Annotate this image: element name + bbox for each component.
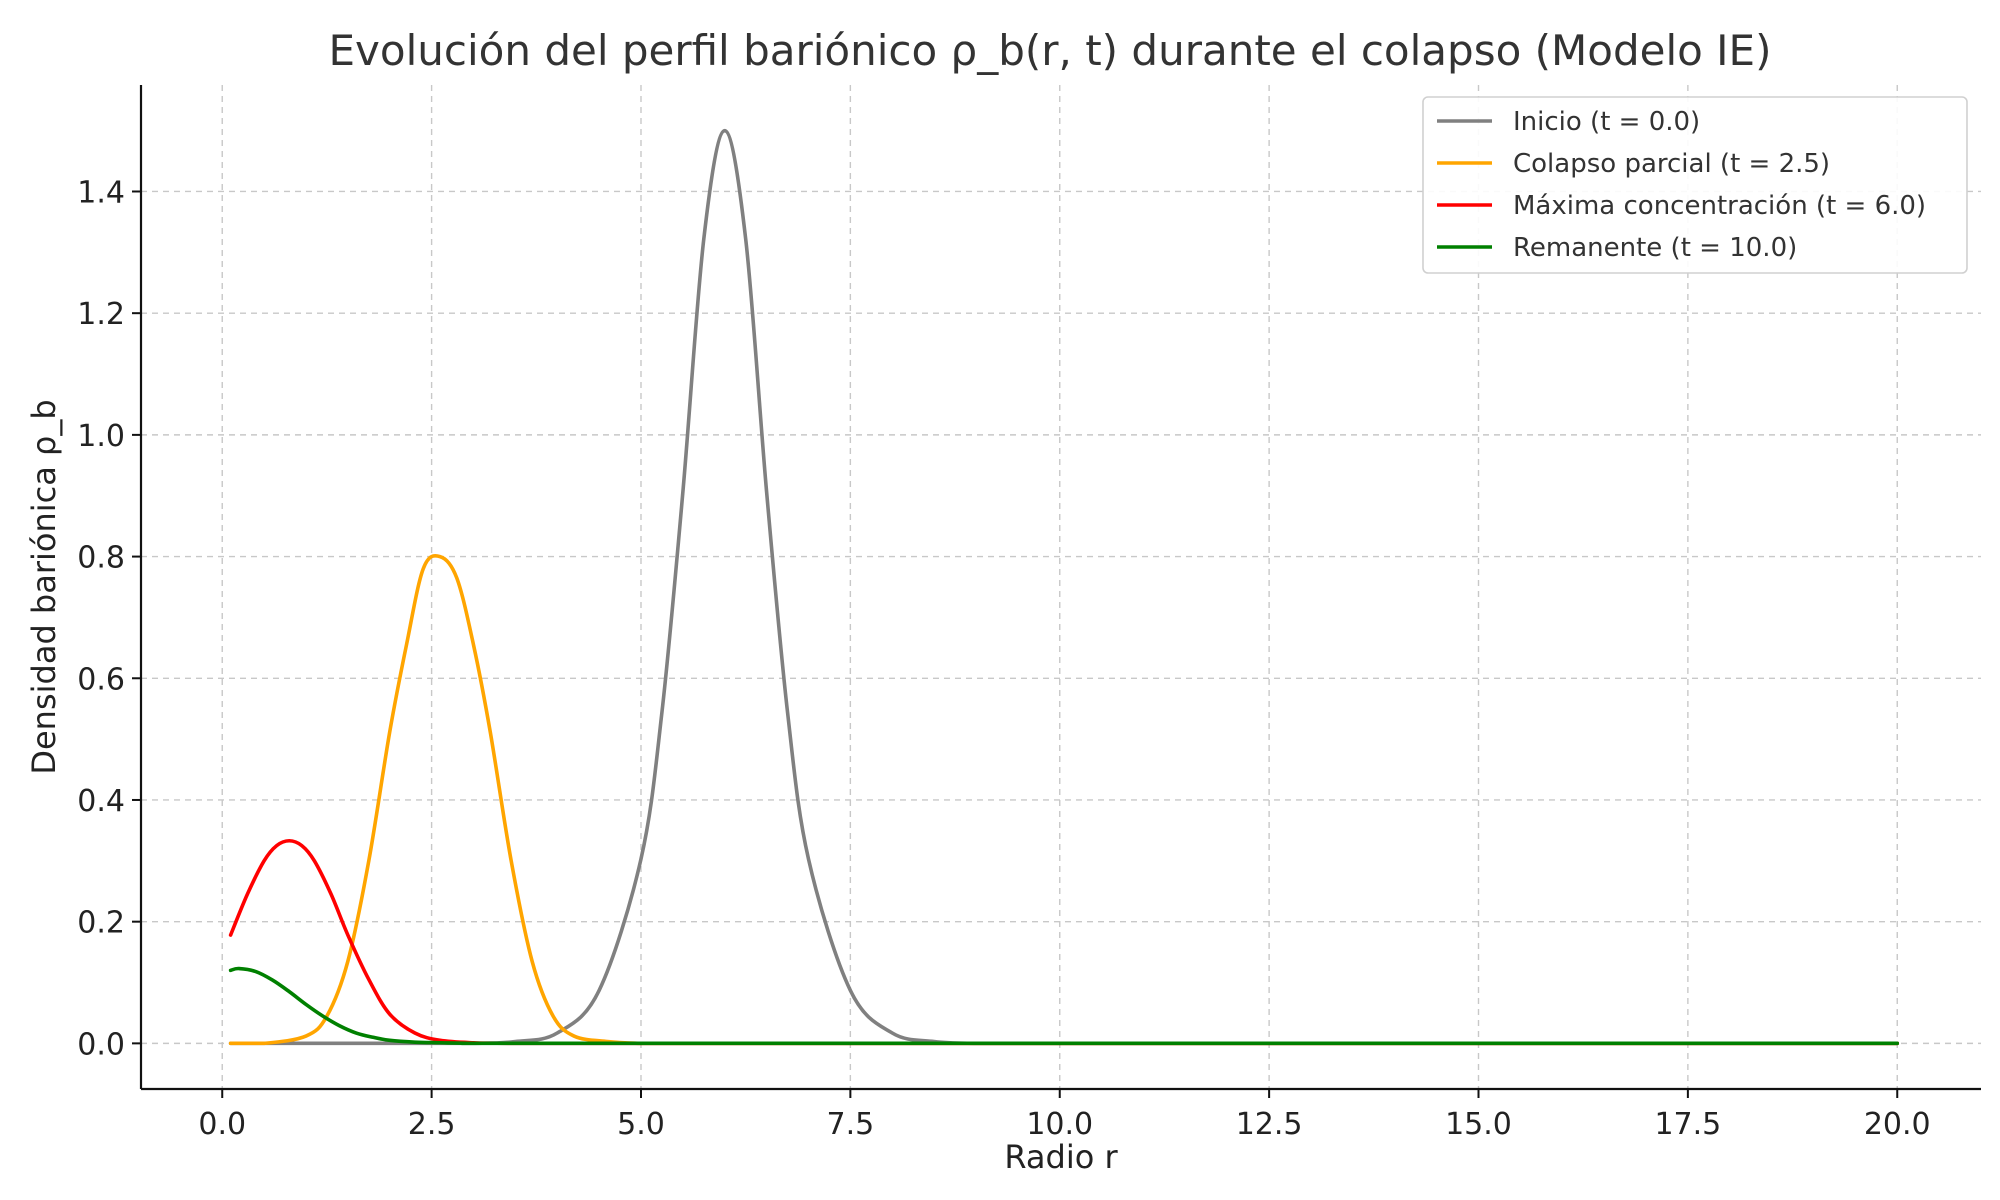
series-line-2 (228, 838, 1900, 1046)
series-lines (228, 128, 1900, 1046)
y-tick-label: 0.4 (77, 784, 125, 819)
x-tick-label: 12.5 (1236, 1107, 1303, 1142)
x-tick-label: 15.0 (1445, 1107, 1512, 1142)
x-tick-label: 7.5 (827, 1107, 875, 1142)
series-line-3 (228, 966, 1900, 1046)
x-tick-label: 5.0 (617, 1107, 665, 1142)
x-axis-ticks: 0.0 2.5 5.0 7.5 10.0 12.5 15.0 17.5 20.0 (198, 1089, 1931, 1142)
x-tick-label: 17.5 (1654, 1107, 1721, 1142)
y-tick-label: 1.0 (77, 419, 125, 454)
legend-label: Colapso parcial (t = 2.5) (1513, 149, 1830, 179)
legend-box (1422, 96, 1968, 274)
x-axis-label: Radio r (1004, 1138, 1118, 1176)
y-axis-ticks: 0.0 0.2 0.4 0.6 0.8 1.0 1.2 1.4 (77, 175, 141, 1062)
legend: Inicio (t = 0.0) Colapso parcial (t = 2.5… (1422, 96, 1968, 274)
x-tick-label: 0.0 (198, 1107, 246, 1142)
y-tick-label: 0.6 (77, 662, 125, 697)
x-tick-label: 20.0 (1864, 1107, 1931, 1142)
x-tick-label: 2.5 (408, 1107, 456, 1142)
y-tick-label: 1.4 (77, 175, 125, 210)
y-tick-label: 0.8 (77, 541, 125, 576)
legend-label: Inicio (t = 0.0) (1513, 107, 1700, 137)
legend-label: Remanente (t = 10.0) (1513, 233, 1797, 263)
y-tick-label: 0.0 (77, 1027, 125, 1062)
y-axis-label: Densidad bariónica ρ_b (25, 399, 63, 774)
y-tick-label: 1.2 (77, 297, 125, 332)
series-line-1 (228, 553, 1900, 1046)
chart-title: Evolución del perfil bariónico ρ_b(r, t)… (329, 26, 1772, 75)
x-tick-label: 10.0 (1026, 1107, 1093, 1142)
legend-label: Máxima concentración (t = 6.0) (1513, 191, 1926, 221)
y-tick-label: 0.2 (77, 906, 125, 941)
